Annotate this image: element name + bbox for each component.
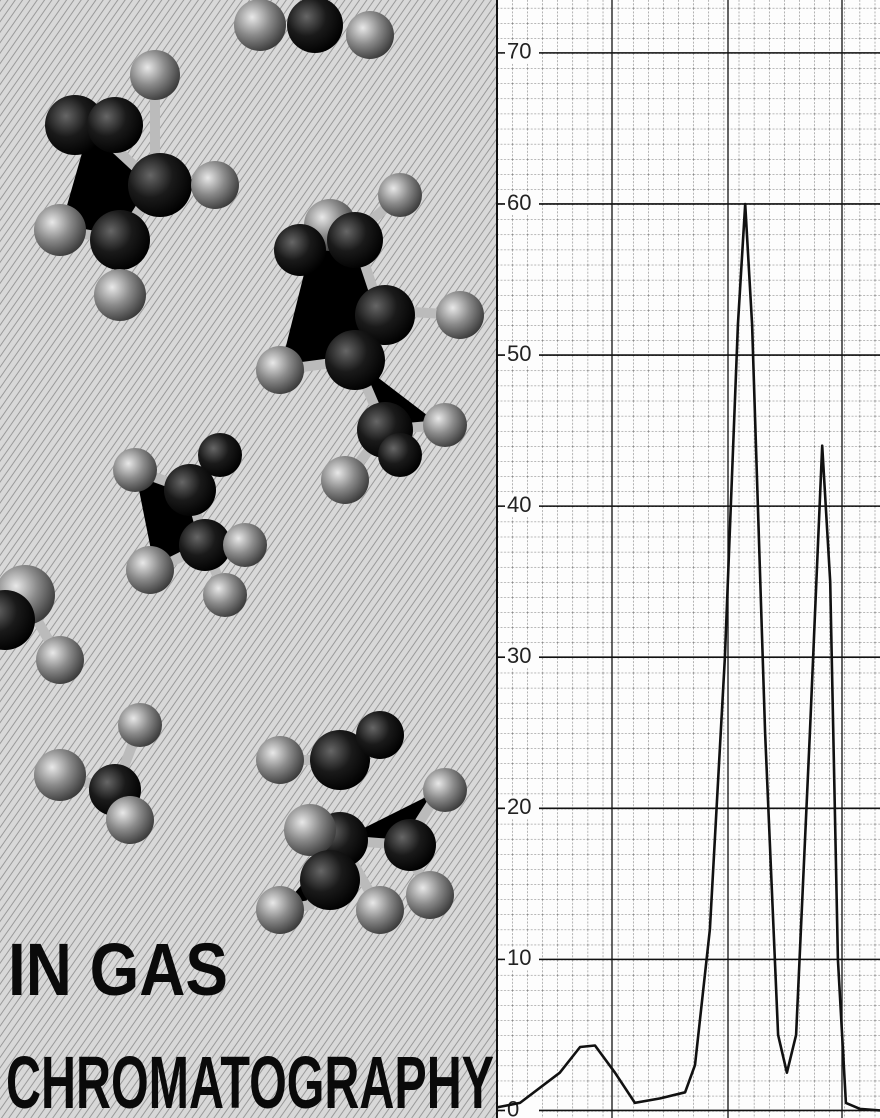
y-tick-label: 0	[507, 1096, 519, 1118]
y-tick-label: 10	[507, 945, 531, 970]
tick-label-bg	[505, 344, 539, 367]
tick-label-bg	[505, 948, 539, 971]
tick-label-bg	[505, 797, 539, 820]
y-tick-label: 50	[507, 341, 531, 366]
chart-paper	[497, 0, 880, 1118]
atoms	[0, 0, 484, 934]
tick-label-bg	[505, 41, 539, 64]
y-tick-label: 60	[507, 190, 531, 215]
photo-panel: IN GAS CHROMATOGRAPHY	[0, 0, 497, 1118]
tick-label-bg	[505, 646, 539, 669]
caption-line: CHROMATOGRAPHY	[6, 1041, 494, 1118]
y-tick-label: 70	[507, 39, 531, 64]
tick-label-bg	[505, 495, 539, 518]
caption-line: IN GAS	[8, 928, 228, 1011]
y-tick-label: 30	[507, 643, 531, 668]
y-tick-label: 20	[507, 794, 531, 819]
y-tick-label: 40	[507, 492, 531, 517]
tick-label-bg	[505, 192, 539, 215]
plot: 0 10 20 30 40 50 60 70	[496, 39, 880, 1118]
chromatogram-trace	[496, 202, 880, 1112]
